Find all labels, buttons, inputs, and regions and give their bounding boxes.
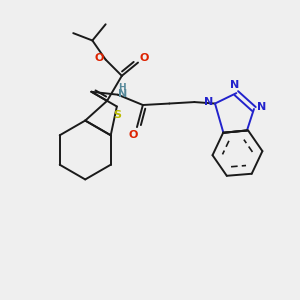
Text: N: N bbox=[230, 80, 239, 90]
Text: H: H bbox=[118, 83, 126, 92]
Text: N: N bbox=[204, 97, 213, 107]
Text: N: N bbox=[257, 102, 266, 112]
Text: O: O bbox=[94, 53, 104, 63]
Text: N: N bbox=[118, 89, 127, 99]
Text: O: O bbox=[129, 130, 138, 140]
Text: S: S bbox=[113, 110, 121, 120]
Text: O: O bbox=[140, 53, 149, 63]
